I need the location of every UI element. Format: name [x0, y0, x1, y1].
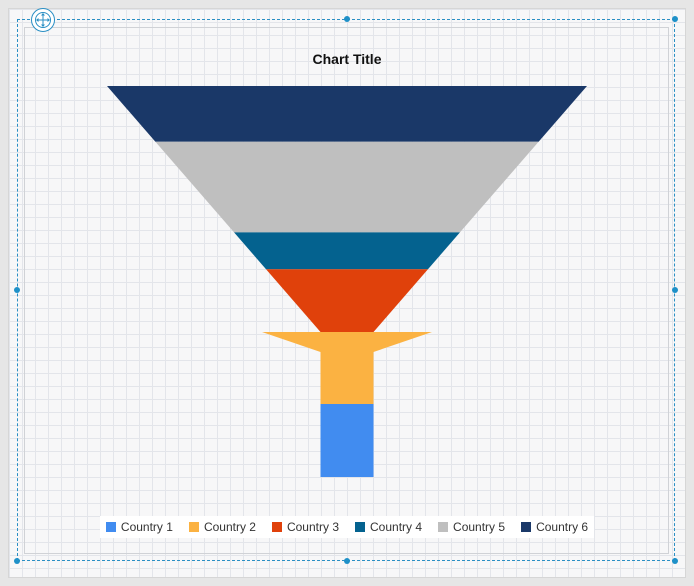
funnel-segment-country-1[interactable] [320, 404, 374, 477]
legend-item-country-3[interactable]: Country 3 [271, 520, 339, 534]
legend-item-country-5[interactable]: Country 5 [438, 520, 505, 534]
funnel-segment-country-3[interactable] [266, 269, 428, 332]
funnel-segment-country-4[interactable] [234, 232, 460, 270]
funnel-segment-country-5[interactable] [155, 141, 539, 233]
resize-handle-left[interactable] [14, 287, 20, 293]
chart-legend: Country 1 Country 2 Country 3 Country 4 Coun… [100, 516, 594, 538]
legend-label: Country 2 [203, 520, 256, 534]
resize-handle-top[interactable] [344, 16, 350, 22]
legend-swatch [105, 522, 116, 532]
legend-swatch [355, 522, 365, 532]
legend-swatch [438, 522, 449, 532]
legend-label: Country 1 [120, 520, 173, 534]
legend-item-country-2[interactable]: Country 2 [188, 520, 256, 534]
move-arrows-icon[interactable] [31, 8, 55, 32]
resize-handle-bottom-right[interactable] [672, 558, 678, 564]
funnel-segment-country-2[interactable] [262, 332, 432, 404]
legend-swatch [188, 522, 199, 532]
chart-title: Chart Title [312, 51, 382, 67]
resize-handle-top-right[interactable] [672, 16, 678, 22]
resize-handle-bottom-left[interactable] [14, 558, 20, 564]
legend-label: Country 6 [536, 520, 589, 534]
legend-swatch [271, 522, 282, 532]
legend-label: Country 4 [370, 520, 423, 534]
legend-item-country-6[interactable]: Country 6 [521, 520, 588, 534]
legend-swatch [521, 522, 532, 532]
legend-label: Country 5 [453, 520, 506, 534]
legend-item-country-4[interactable]: Country 4 [355, 520, 422, 534]
funnel-segment-country-6[interactable] [107, 86, 587, 142]
legend-label: Country 3 [286, 520, 339, 534]
move-arrows-glyph [35, 12, 51, 28]
chart-area-frame [24, 27, 669, 554]
legend-item-country-1[interactable]: Country 1 [105, 520, 173, 534]
resize-handle-right[interactable] [672, 287, 678, 293]
resize-handle-bottom[interactable] [344, 558, 350, 564]
